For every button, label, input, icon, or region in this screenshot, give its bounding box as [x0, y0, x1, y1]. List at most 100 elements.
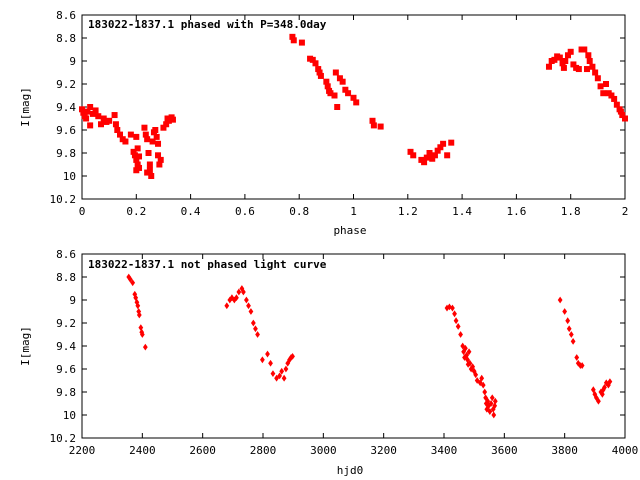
data-point	[468, 365, 474, 373]
data-point	[153, 133, 160, 140]
y-tick-label: 8.8	[56, 271, 76, 284]
data-point	[246, 302, 251, 310]
data-point	[608, 92, 615, 99]
data-point	[466, 348, 472, 356]
data-point	[268, 359, 273, 367]
data-point	[407, 148, 414, 155]
y-tick-label: 8.6	[56, 9, 76, 22]
x-tick-label: 2600	[189, 444, 216, 457]
data-point	[100, 115, 107, 122]
data-point	[460, 342, 466, 350]
data-point	[421, 159, 428, 166]
data-point	[244, 296, 249, 304]
data-point	[117, 131, 124, 138]
data-point	[488, 400, 494, 407]
unphased-light-curve-panel: 183022-1837.1 not phased light curve hjd…	[19, 248, 638, 477]
x-tick-label: 2800	[250, 444, 277, 457]
data-point	[312, 60, 319, 67]
data-point	[492, 402, 498, 410]
data-point	[136, 308, 142, 315]
data-point	[613, 101, 620, 108]
data-point	[622, 115, 628, 122]
x-tick-label: 3600	[491, 444, 518, 457]
data-point	[160, 124, 167, 131]
data-point	[133, 133, 140, 140]
data-point	[277, 372, 282, 380]
data-point	[298, 39, 305, 46]
data-point	[290, 37, 297, 44]
data-point	[227, 296, 233, 304]
chart-title: 183022-1837.1 not phased light curve	[88, 258, 327, 271]
data-point	[575, 66, 582, 73]
data-point	[289, 33, 296, 40]
y-tick-label: 9.6	[56, 124, 76, 137]
data-point	[224, 302, 230, 310]
data-point	[239, 285, 245, 292]
data-point	[283, 365, 289, 373]
data-point	[484, 405, 490, 413]
data-point	[482, 388, 488, 396]
data-point	[279, 367, 285, 375]
data-point	[136, 153, 143, 160]
data-point	[316, 69, 323, 76]
data-point	[480, 381, 486, 389]
data-point	[611, 95, 618, 102]
data-point	[127, 131, 134, 138]
data-point	[265, 350, 270, 358]
data-point	[461, 348, 466, 356]
data-point	[255, 331, 260, 338]
data-point	[285, 359, 291, 367]
data-point	[134, 145, 141, 152]
data-point	[260, 356, 265, 364]
data-point	[334, 104, 341, 110]
y-tick-label: 10	[63, 409, 76, 422]
data-point	[410, 152, 417, 159]
y-tick-label: 9.6	[56, 363, 76, 376]
data-point	[139, 331, 145, 338]
data-point	[583, 66, 590, 73]
data-point	[155, 152, 162, 159]
y-tick-label: 9.8	[56, 147, 76, 160]
data-point	[619, 112, 626, 119]
data-point	[131, 152, 138, 159]
data-point	[444, 152, 451, 159]
data-point	[463, 344, 468, 352]
data-point	[566, 325, 572, 333]
x-tick-label: 1.2	[398, 205, 418, 218]
data-point	[369, 117, 376, 124]
data-point	[165, 117, 172, 124]
data-point	[156, 161, 163, 168]
x-tick-label: 0.8	[289, 205, 309, 218]
data-point	[450, 304, 455, 312]
data-point	[241, 288, 246, 296]
y-tick-label: 9	[69, 294, 76, 307]
data-point	[593, 394, 599, 402]
axis-ticks: 0 0.2 0.4 0.6 0.8 1 1.2 1.4 1.6 1.8 2 8.6 8.8 9 9.2 9.4…	[50, 9, 629, 218]
axis-ticks: 2200 2400 2600 2800 3000 3200 3400 3600 3800 4000…	[50, 248, 639, 457]
data-point	[135, 302, 141, 310]
data-point	[83, 115, 90, 122]
data-point	[114, 127, 121, 133]
data-point	[127, 275, 133, 283]
data-point	[309, 56, 316, 63]
data-point	[592, 69, 599, 76]
data-point	[79, 106, 85, 113]
data-point	[145, 150, 152, 156]
data-point	[248, 308, 254, 315]
data-point	[453, 317, 459, 325]
data-point	[491, 411, 497, 419]
data-point	[467, 359, 473, 367]
data-point	[87, 104, 94, 110]
x-tick-label: 0	[79, 205, 86, 218]
data-point	[130, 279, 136, 287]
y-axis-title: I[mag]	[19, 87, 32, 127]
data-point	[589, 63, 596, 70]
data-point	[142, 131, 149, 138]
data-point	[479, 374, 485, 382]
y-tick-label: 8.6	[56, 248, 76, 261]
data-point	[448, 139, 455, 146]
y-tick-label: 9.4	[56, 340, 76, 353]
data-point	[483, 394, 489, 402]
data-point	[602, 81, 609, 87]
